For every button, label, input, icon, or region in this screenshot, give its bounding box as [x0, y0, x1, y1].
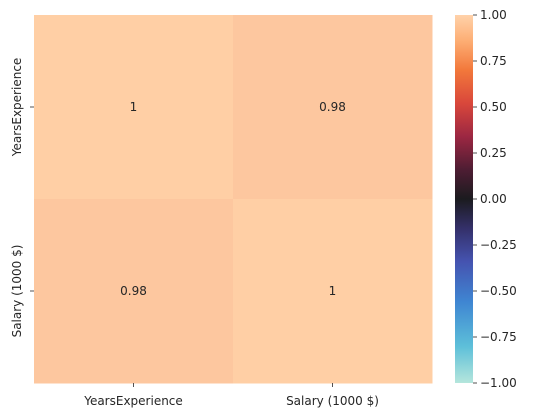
x-axis: YearsExperience Salary (1000 $) [83, 383, 379, 408]
colorbar-tick-label: 0.25 [480, 146, 507, 160]
cell-annotations: 1 0.98 0.98 1 [120, 100, 346, 298]
cell-annotation: 0.98 [319, 100, 346, 114]
colorbar-gradient [455, 15, 473, 383]
y-tick-label: Salary (1000 $) [10, 245, 24, 338]
colorbar-tick-label: −0.25 [480, 238, 517, 252]
colorbar-tick-label: −0.50 [480, 284, 517, 298]
x-tick-label: Salary (1000 $) [286, 394, 379, 408]
colorbar-tick-label: 0.00 [480, 192, 507, 206]
x-tick-label: YearsExperience [83, 394, 183, 408]
cell-annotation: 0.98 [120, 284, 147, 298]
cell-annotation: 1 [130, 100, 138, 114]
heatmap-cell [233, 15, 433, 200]
colorbar-tick-label: −1.00 [480, 376, 517, 390]
colorbar-tick-label: 1.00 [480, 8, 507, 22]
cell-annotation: 1 [329, 284, 337, 298]
colorbar: 1.00 0.75 0.50 0.25 0.00 −0.25 −0.50 −0.75 −1.00 [455, 8, 517, 390]
colorbar-tick-label: −0.75 [480, 330, 517, 344]
heatmap-cell [34, 15, 234, 200]
y-axis: YearsExperience Salary (1000 $) [10, 58, 34, 338]
heatmap-cell [233, 199, 433, 384]
y-tick-label: YearsExperience [10, 58, 24, 158]
heatmap-cell [34, 199, 234, 384]
heatmap-cells [34, 15, 433, 384]
colorbar-tick-label: 0.50 [480, 100, 507, 114]
colorbar-tick-label: 0.75 [480, 54, 507, 68]
